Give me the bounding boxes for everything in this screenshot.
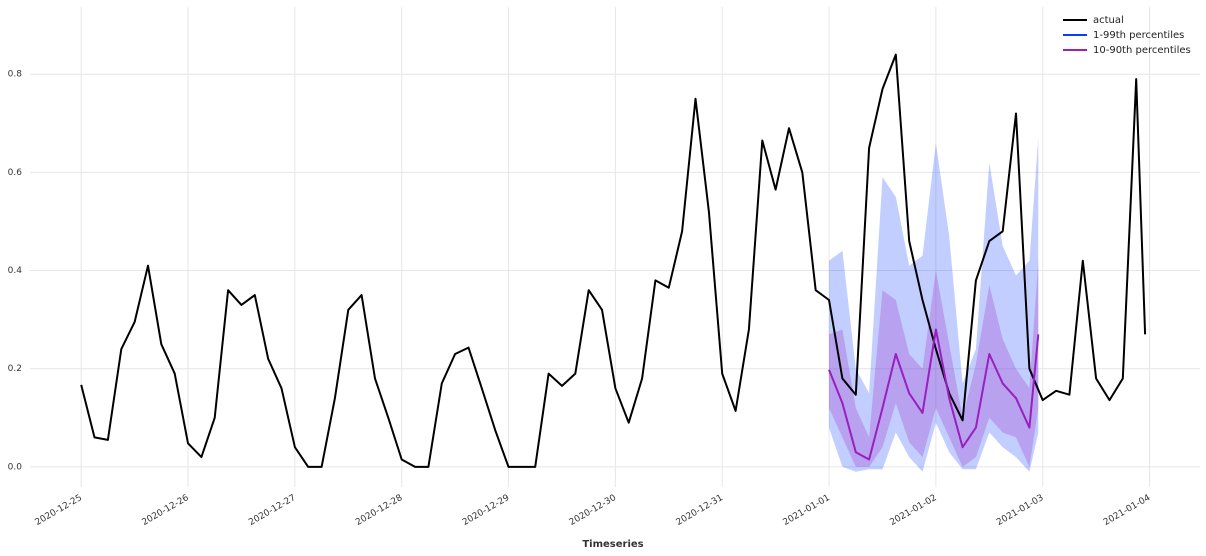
legend-label: 10-90th percentiles [1093,45,1191,56]
y-tick-label: 0.6 [8,168,23,178]
x-tick-label: 2021-01-04 [1102,493,1153,528]
x-tick-label: 2020-12-27 [247,493,297,528]
x-tick-label: 2020-12-25 [34,493,84,528]
legend-label: 1-99th percentiles [1093,30,1184,41]
x-tick-label: 2021-01-02 [888,493,938,528]
y-tick-label: 0.4 [8,266,23,276]
legend: actual 1-99th percentiles 10-90th percenti… [1063,15,1191,56]
percentile-band [829,138,1039,472]
x-axis-label: Timeseries [582,539,643,550]
y-tick-label: 0.8 [8,70,23,80]
y-tick-label: 0.2 [8,364,22,374]
x-tick-label: 2020-12-30 [568,493,619,528]
series-line [80,53,1147,468]
x-tick-label: 2020-12-28 [354,493,405,528]
x-tick-label: 2020-12-31 [675,493,725,528]
series-line [828,328,1040,461]
legend-label: actual [1093,15,1124,26]
x-tick-label: 2021-01-01 [781,493,831,528]
x-tick-label: 2020-12-26 [140,493,191,528]
x-tick-label: 2020-12-29 [461,493,512,528]
y-tick-label: 0.0 [8,462,23,472]
x-tick-label: 2021-01-03 [995,493,1045,528]
